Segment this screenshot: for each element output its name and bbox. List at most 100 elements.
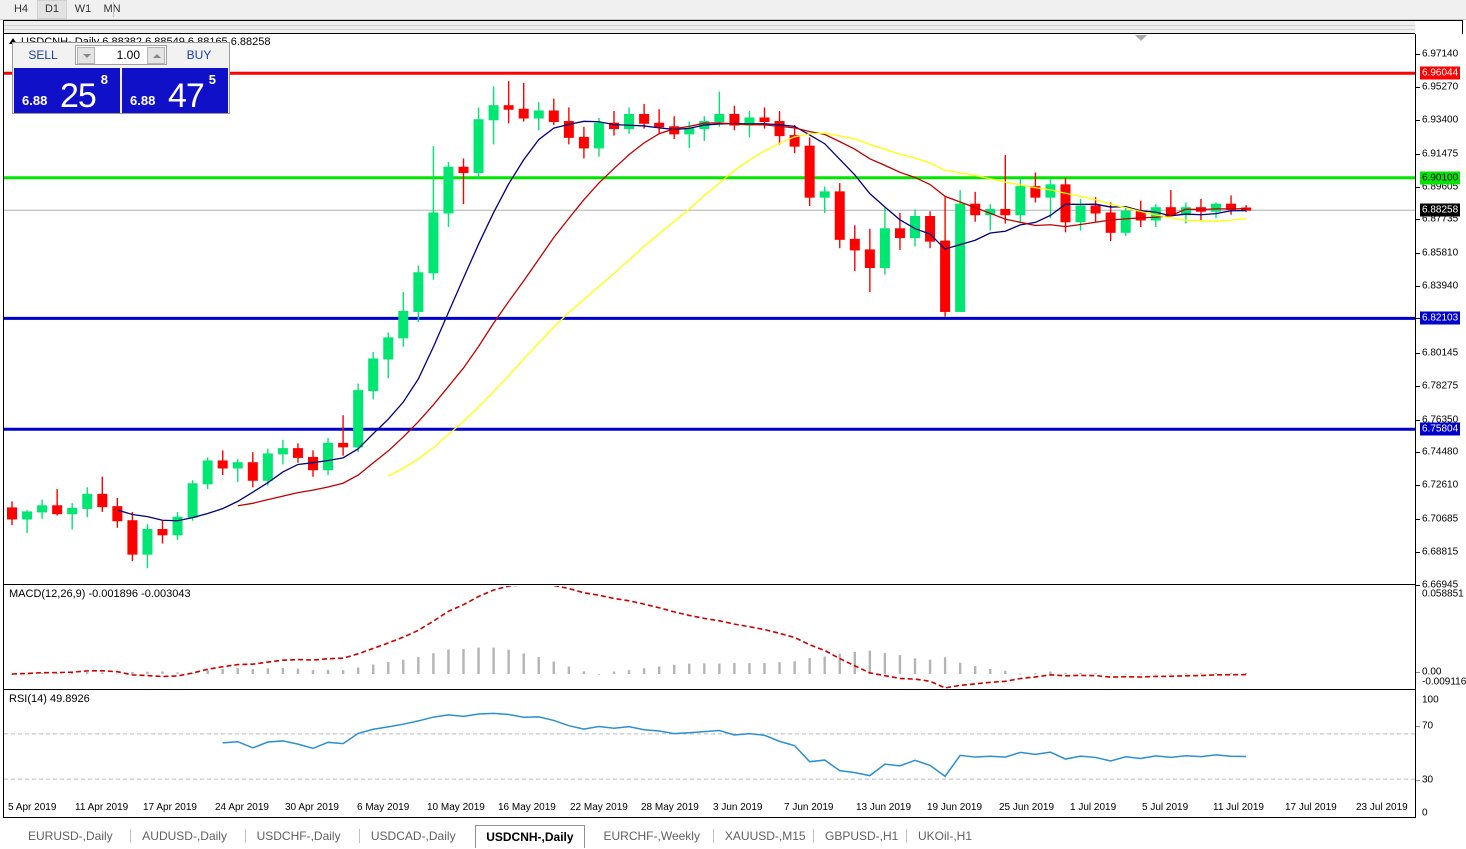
candle-body[interactable] bbox=[1015, 186, 1026, 216]
candle-body[interactable] bbox=[1105, 212, 1116, 233]
chart-tab-xauusd[interactable]: XAUUSD-,M15 bbox=[724, 829, 806, 843]
candle-body[interactable] bbox=[22, 511, 33, 520]
candle-body[interactable] bbox=[759, 117, 770, 123]
volume-value[interactable]: 1.00 bbox=[116, 48, 140, 62]
candle-body[interactable] bbox=[624, 113, 635, 130]
candle-body[interactable] bbox=[428, 212, 439, 274]
timeframe-d1[interactable]: D1 bbox=[37, 0, 67, 19]
candle-body[interactable] bbox=[1165, 207, 1176, 216]
candle-body[interactable] bbox=[834, 191, 845, 240]
timeframe-h4[interactable]: H4 bbox=[13, 3, 29, 15]
volume-decrease-button[interactable] bbox=[77, 47, 95, 64]
price-level-label[interactable]: 6.90100 bbox=[1420, 171, 1461, 185]
candle-body[interactable] bbox=[217, 460, 228, 469]
candle-body[interactable] bbox=[398, 310, 409, 339]
candle-body[interactable] bbox=[955, 203, 966, 312]
candle-body[interactable] bbox=[804, 145, 815, 198]
chart-tab-gbpusd[interactable]: GBPUSD-,H1 bbox=[825, 829, 899, 843]
candle-body[interactable] bbox=[533, 110, 544, 119]
candle-body[interactable] bbox=[187, 483, 198, 518]
candle-body[interactable] bbox=[729, 113, 740, 126]
candle-body[interactable] bbox=[548, 110, 559, 123]
candle-body[interactable] bbox=[338, 442, 349, 448]
chart-tab-usdcnh[interactable]: USDCNH-,Daily bbox=[475, 825, 585, 848]
candle-body[interactable] bbox=[52, 505, 63, 515]
candle-body[interactable] bbox=[1090, 205, 1101, 214]
candle-body[interactable] bbox=[262, 453, 273, 481]
candle-body[interactable] bbox=[1060, 184, 1071, 223]
candle-body[interactable] bbox=[925, 215, 936, 242]
time-axis[interactable]: 5 Apr 2019 11 Apr 2019 17 Apr 2019 24 Apr 2… bbox=[3, 802, 1414, 818]
one-click-trading-panel[interactable]: SELL 1.00 BUY 6.88 25 8 6.88 47 5 bbox=[12, 42, 230, 114]
price-scale[interactable]: 6.97140 6.95270 6.93400 6.91475 6.89605 6.877… bbox=[1415, 34, 1466, 819]
candle-body[interactable] bbox=[247, 462, 258, 481]
candle-body[interactable] bbox=[563, 121, 574, 138]
candle-body[interactable] bbox=[142, 529, 153, 555]
candle-body[interactable] bbox=[940, 240, 951, 312]
candle-body[interactable] bbox=[684, 128, 695, 135]
sell-button[interactable]: SELL bbox=[15, 45, 71, 65]
candle-body[interactable] bbox=[383, 337, 394, 360]
price-level-label[interactable]: 6.88258 bbox=[1420, 203, 1461, 217]
price-level-label[interactable]: 6.75804 bbox=[1420, 422, 1461, 436]
sell-price-tile[interactable]: 6.88 25 8 bbox=[14, 68, 120, 113]
candle-body[interactable] bbox=[67, 507, 78, 515]
candle-body[interactable] bbox=[353, 390, 364, 448]
collapse-arrow-icon[interactable] bbox=[9, 38, 17, 44]
chart-tab-audusd[interactable]: AUDUSD-,Daily bbox=[142, 829, 227, 843]
candle-body[interactable] bbox=[714, 113, 725, 123]
chart-tab-eurchf[interactable]: EURCHF-,Weekly bbox=[603, 829, 700, 843]
candle-body[interactable] bbox=[789, 135, 800, 147]
candle-body[interactable] bbox=[232, 462, 243, 469]
candle-body[interactable] bbox=[127, 520, 138, 555]
buy-button[interactable]: BUY bbox=[171, 45, 227, 65]
price-level-label[interactable]: 6.96044 bbox=[1420, 66, 1461, 80]
candle-body[interactable] bbox=[1075, 205, 1086, 223]
candle-body[interactable] bbox=[864, 249, 875, 268]
candle-body[interactable] bbox=[323, 442, 334, 471]
rsi-pane[interactable]: RSI(14) 49.8926 bbox=[4, 691, 1415, 818]
candle-body[interactable] bbox=[112, 506, 123, 522]
candle-body[interactable] bbox=[488, 105, 499, 121]
candle-body[interactable] bbox=[37, 505, 48, 513]
candle-body[interactable] bbox=[910, 215, 920, 239]
candle-body[interactable] bbox=[518, 108, 529, 119]
buy-price-tile[interactable]: 6.88 47 5 bbox=[122, 68, 228, 113]
candle-body[interactable] bbox=[879, 228, 890, 268]
candle-body[interactable] bbox=[1000, 208, 1011, 216]
candle-body[interactable] bbox=[503, 105, 514, 110]
candle-body[interactable] bbox=[97, 493, 108, 508]
chart-tab-ukoil[interactable]: UKOil-,H1 bbox=[918, 829, 973, 843]
candle-body[interactable] bbox=[639, 113, 650, 124]
candle-body[interactable] bbox=[609, 122, 619, 130]
candle-body[interactable] bbox=[593, 122, 604, 149]
candle-body[interactable] bbox=[82, 493, 93, 509]
candle-body[interactable] bbox=[413, 272, 424, 312]
candle-body[interactable] bbox=[774, 121, 785, 137]
candle-body[interactable] bbox=[819, 191, 830, 198]
chart-tab-usdchf[interactable]: USDCHF-,Daily bbox=[256, 829, 341, 843]
candle-body[interactable] bbox=[172, 516, 183, 536]
candle-body[interactable] bbox=[578, 136, 589, 149]
candle-body[interactable] bbox=[1120, 210, 1131, 233]
candle-body[interactable] bbox=[7, 507, 17, 520]
price-level-label[interactable]: 6.82103 bbox=[1420, 311, 1461, 325]
candle-body[interactable] bbox=[368, 358, 379, 392]
candle-body[interactable] bbox=[157, 529, 168, 536]
candle-body[interactable] bbox=[443, 166, 454, 214]
candle-body[interactable] bbox=[1211, 203, 1221, 212]
price-pane[interactable]: USDCNH-,Daily 6.88382 6.88549 6.88165 6.… bbox=[4, 34, 1415, 585]
volume-increase-button[interactable] bbox=[147, 47, 165, 64]
candle-body[interactable] bbox=[1030, 186, 1041, 198]
candle-body[interactable] bbox=[292, 448, 303, 458]
candle-body[interactable] bbox=[473, 119, 484, 174]
candle-body[interactable] bbox=[458, 166, 469, 174]
candle-body[interactable] bbox=[849, 238, 860, 251]
candle-body[interactable] bbox=[654, 122, 665, 128]
chart-tab-usdcad[interactable]: USDCAD-,Daily bbox=[370, 829, 456, 843]
horizontal-scrollbar[interactable] bbox=[4, 21, 1415, 34]
chart-tab-eurusd[interactable]: EURUSD-,Daily bbox=[28, 829, 113, 843]
timeframe-w1[interactable]: W1 bbox=[74, 3, 92, 15]
candle-body[interactable] bbox=[202, 460, 213, 485]
candle-body[interactable] bbox=[277, 448, 288, 455]
